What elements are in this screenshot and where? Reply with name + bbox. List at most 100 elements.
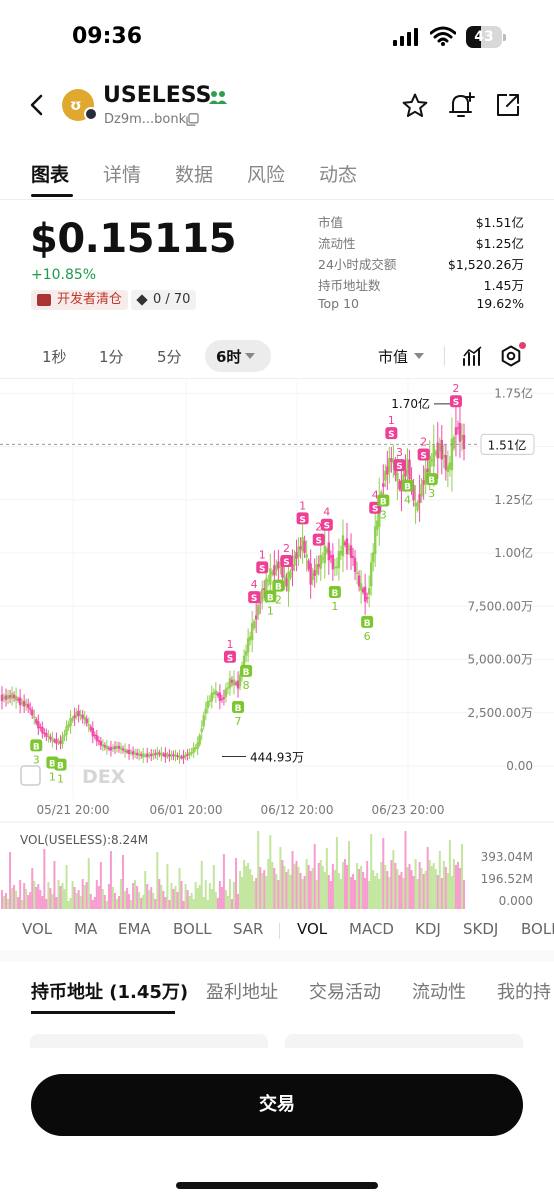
indicator-kdj[interactable]: KDJ (415, 920, 441, 938)
marker-count: 7 (235, 715, 242, 728)
sell-marker (385, 427, 398, 440)
interval-1m[interactable]: 1分 (99, 348, 124, 366)
x-tick-label: 05/21 20:00 (37, 803, 110, 817)
volume-bar (7, 899, 10, 909)
candle (446, 465, 450, 473)
candle (351, 555, 355, 559)
share-icon[interactable] (495, 92, 521, 118)
indicator-boll-sub[interactable]: BOLL (521, 920, 554, 938)
volume-bar (184, 884, 187, 909)
marker-count: 1 (259, 548, 266, 561)
tab-liquidity[interactable]: 流动性 (412, 982, 466, 1003)
indicator-chart-icon[interactable] (462, 345, 484, 367)
indicator-vol[interactable]: VOL (22, 920, 53, 938)
volume-bar (138, 892, 141, 909)
volume-bar (23, 883, 26, 909)
volume-bar (124, 891, 127, 909)
volume-bar (378, 879, 381, 909)
stat-market-cap: 市值 $1.51亿 (318, 215, 524, 230)
favorite-star-icon[interactable] (401, 92, 429, 120)
indicator-macd[interactable]: MACD (349, 920, 394, 938)
sell-marker (248, 591, 261, 604)
candle (313, 570, 316, 576)
candle (113, 746, 117, 749)
volume-bar (166, 864, 169, 909)
candle (349, 545, 353, 558)
volume-bar (192, 899, 195, 909)
trade-button[interactable]: 交易 (31, 1074, 523, 1136)
volume-bar (101, 889, 104, 909)
volume-bar (190, 893, 193, 909)
tab-data[interactable]: 数据 (175, 164, 214, 186)
candle (327, 542, 331, 561)
candle (238, 674, 242, 687)
candle (432, 445, 435, 467)
tab-my-holdings[interactable]: 我的持 (497, 982, 551, 1003)
volume-bar (400, 872, 403, 909)
back-arrow-icon[interactable] (26, 92, 48, 118)
tab-chart[interactable]: 图表 (31, 164, 70, 186)
volume-bar (164, 897, 167, 909)
volume-bar (273, 868, 276, 909)
tab-risk[interactable]: 风险 (247, 164, 286, 186)
price-chart-area[interactable]: 1.75亿1.50亿1.25亿1.00亿7,500.00万5,000.00万2,… (0, 378, 554, 910)
volume-bar (126, 888, 129, 909)
marker-letter: B (33, 742, 40, 752)
indicator-boll[interactable]: BOLL (173, 920, 212, 938)
interval-1s[interactable]: 1秒 (42, 348, 67, 366)
marker-letter: B (331, 589, 338, 599)
indicator-sar[interactable]: SAR (233, 920, 264, 938)
audit-count-badge[interactable]: 0 / 70 (131, 290, 197, 310)
copy-icon[interactable] (186, 113, 199, 126)
volume-bar (448, 840, 451, 909)
volume-bar (67, 901, 70, 909)
volume-bar (212, 865, 215, 909)
candle (246, 638, 250, 653)
candle (337, 551, 341, 569)
candle (127, 749, 131, 754)
volume-bar (228, 879, 231, 909)
candle (343, 542, 347, 546)
tab-holders[interactable]: 持币地址 (1.45万) (31, 982, 189, 1003)
indicator-vol-sub[interactable]: VOL (297, 920, 328, 938)
candle (218, 692, 222, 701)
candle (259, 601, 262, 604)
interval-6h[interactable] (205, 340, 271, 372)
candle (144, 755, 147, 757)
tab-trades[interactable]: 交易活动 (309, 982, 381, 1003)
candle (180, 756, 183, 759)
volume-bar (81, 879, 84, 909)
volume-bar (392, 850, 395, 909)
indicator-skdj[interactable]: SKDJ (463, 920, 499, 938)
candlestick-chart[interactable]: 1.75亿1.50亿1.25亿1.00亿7,500.00万5,000.00万2,… (0, 379, 554, 911)
price-alert-bell-icon[interactable] (447, 90, 477, 120)
candle (257, 604, 260, 616)
candle (20, 702, 24, 704)
candle (376, 520, 379, 530)
volume-bar (21, 900, 24, 909)
volume-bar (204, 880, 207, 909)
candle (267, 580, 270, 582)
marker-count: 4 (251, 578, 258, 591)
marker-letter: B (404, 483, 411, 493)
tab-details[interactable]: 详情 (103, 164, 142, 186)
candle (87, 724, 90, 726)
dev-sold-badge[interactable]: 开发者清仓 (31, 290, 129, 310)
market-cap-toggle[interactable]: 市值 (378, 348, 409, 366)
candle (402, 474, 405, 485)
interval-5m[interactable]: 5分 (157, 348, 182, 366)
y-tick-label: 5,000.00万 (468, 653, 533, 667)
candle (129, 752, 133, 754)
chart-settings-icon[interactable] (500, 345, 522, 367)
volume-bar (235, 858, 238, 909)
candle (335, 566, 339, 569)
candle (293, 555, 296, 566)
candle (29, 708, 32, 710)
volume-bar (160, 885, 163, 909)
candle (269, 568, 272, 585)
volume-bar (210, 889, 213, 909)
indicator-ema[interactable]: EMA (118, 920, 151, 938)
tab-activity[interactable]: 动态 (319, 164, 358, 186)
indicator-ma[interactable]: MA (74, 920, 98, 938)
tab-profitable[interactable]: 盈利地址 (206, 982, 278, 1003)
